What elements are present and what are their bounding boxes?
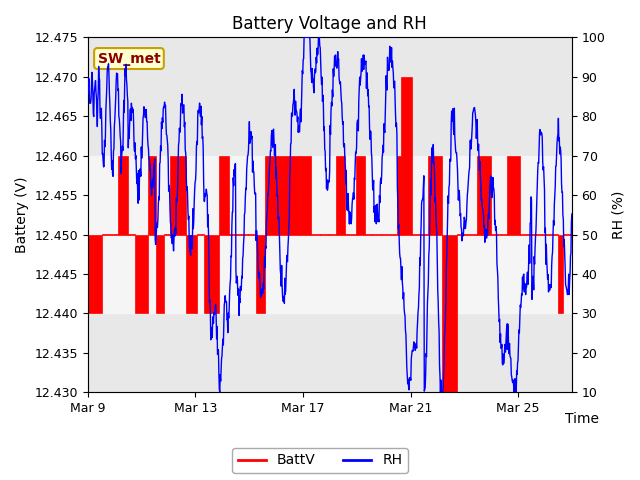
Title: Battery Voltage and RH: Battery Voltage and RH <box>232 15 428 33</box>
Y-axis label: Battery (V): Battery (V) <box>15 177 29 253</box>
Bar <box>88 37 572 156</box>
Y-axis label: RH (%): RH (%) <box>611 191 625 239</box>
Bar <box>345 234 356 235</box>
Bar <box>102 234 118 235</box>
Bar <box>371 234 381 235</box>
Bar <box>88 156 572 313</box>
Bar <box>128 234 136 235</box>
Bar <box>563 234 570 235</box>
Bar <box>186 235 197 313</box>
Bar <box>164 234 170 235</box>
Bar <box>241 234 248 235</box>
Bar <box>412 234 428 235</box>
Bar <box>457 234 465 235</box>
Bar <box>330 234 335 235</box>
Bar <box>477 156 483 235</box>
Bar <box>248 234 257 235</box>
Bar <box>136 235 148 313</box>
Bar <box>229 234 241 235</box>
Bar <box>442 235 457 392</box>
Bar <box>356 156 365 235</box>
Bar <box>335 156 345 235</box>
Bar <box>401 77 412 235</box>
Bar <box>520 234 530 235</box>
Bar <box>265 156 278 235</box>
Bar <box>197 234 204 235</box>
Bar <box>170 156 186 235</box>
Bar <box>491 234 497 235</box>
Bar <box>365 234 371 235</box>
Bar <box>219 156 229 235</box>
Bar <box>289 156 299 235</box>
Bar <box>118 156 128 235</box>
Bar <box>204 235 219 313</box>
Bar <box>156 235 164 313</box>
Bar <box>497 234 507 235</box>
Bar <box>148 156 156 235</box>
Bar <box>507 156 520 235</box>
Bar <box>88 313 572 392</box>
Bar <box>530 234 545 235</box>
Bar <box>88 235 93 313</box>
Bar <box>465 234 477 235</box>
Bar <box>428 156 442 235</box>
Bar <box>381 234 397 235</box>
Bar <box>278 156 289 235</box>
X-axis label: Time: Time <box>564 412 598 426</box>
Bar <box>545 234 558 235</box>
Bar <box>570 234 572 235</box>
Bar <box>483 156 491 235</box>
Bar <box>558 235 563 313</box>
Legend: BattV, RH: BattV, RH <box>232 448 408 473</box>
Bar <box>320 234 330 235</box>
Bar <box>397 156 401 235</box>
Bar <box>257 235 265 313</box>
Text: SW_met: SW_met <box>97 51 161 66</box>
Bar <box>310 234 320 235</box>
Bar <box>299 156 310 235</box>
Bar <box>93 235 102 313</box>
